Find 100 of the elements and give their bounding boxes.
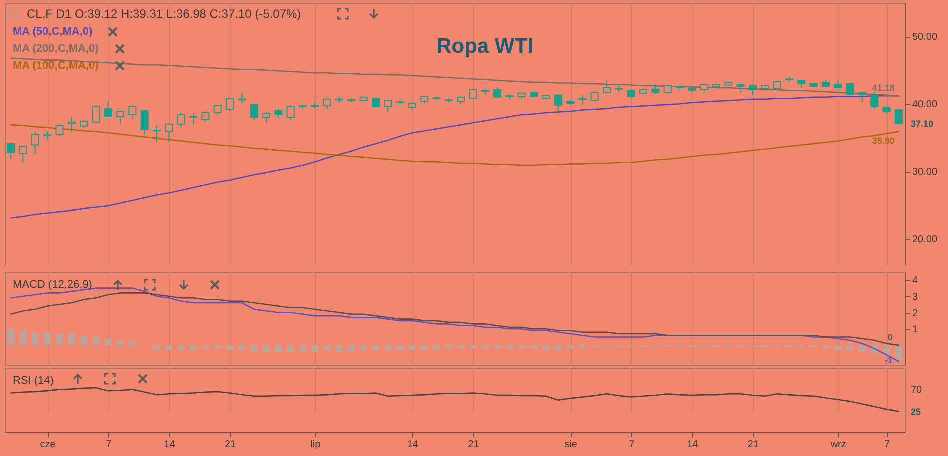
bar [32,332,39,346]
y-tick-label: 1 [912,324,918,336]
bar [372,345,380,350]
bar [287,345,294,352]
bar [421,345,428,350]
data-label: 35.90 [872,136,895,146]
bar [190,345,198,350]
candlestick [31,132,40,156]
bar [834,345,842,350]
bar [226,345,234,350]
candlestick [652,84,660,95]
chart-title: RSI (14) [13,375,54,387]
bar [518,345,526,349]
bar [336,345,343,352]
candlestick [56,124,64,136]
candlestick [140,110,149,135]
candlestick [748,84,757,96]
candlestick [153,125,162,142]
bar [202,345,210,349]
text: 70 [911,385,923,396]
candlestick [286,105,295,121]
text: MA (100,C,MA,0) [13,60,100,72]
candlestick [226,98,234,112]
candlestick [578,94,587,106]
bar [360,345,368,350]
x-tick-label: cze [40,440,56,450]
bar [470,345,477,349]
x-tick-label: 7 [629,440,636,450]
y-tick-label: 40.00 [912,100,938,111]
candlestick [128,105,137,120]
bar [238,345,246,350]
data-label: 41.18 [872,83,895,94]
candlestick [19,145,28,164]
bar [312,345,319,352]
candlestick [870,92,879,110]
candlestick [274,108,283,119]
annotation: CL.F D1 O:39.12 H:39.31 L:36.98 C:37.10 (-5.07%) [27,7,302,21]
candlestick [554,94,562,113]
bar [408,345,416,350]
candlestick [177,112,186,128]
bar [396,345,404,350]
candlestick [202,111,210,122]
candlestick [92,105,100,124]
candlestick [238,92,246,104]
candlestick [68,116,76,133]
candlestick [116,110,125,124]
bar [506,345,514,349]
bar [530,345,538,349]
text: Ropa WTI [436,35,534,58]
x-tick-label: 14 [407,440,419,450]
bar [567,345,574,349]
bar [214,345,222,349]
bar [895,345,902,360]
candlestick [104,100,112,118]
bar [178,345,185,350]
candlestick [590,90,599,102]
candlestick [262,112,270,123]
text: 37.10 [911,119,934,129]
candlestick [858,92,866,104]
bar [458,345,465,349]
data-label: -1 [884,356,893,366]
bar [92,337,100,346]
bar [822,345,830,349]
series-label: MA (200,C,MA,0) [13,43,100,55]
bar [482,345,489,349]
bar [445,345,452,349]
candlestick [165,123,174,142]
text: MA (50,C,MA,0) [13,26,93,38]
candlestick [384,100,392,114]
bar [154,345,161,350]
candlestick [250,104,258,121]
bar [324,345,331,350]
y-tick-label: 2 [912,308,918,320]
x-tick-label: 7 [106,440,112,450]
candlestick [7,142,16,160]
bar [80,336,88,346]
y-tick-label: 4 [912,276,918,287]
bar [433,345,440,350]
bar [299,345,306,352]
x-tick-label: 21 [468,440,480,450]
candlestick [846,82,854,96]
bar [542,345,550,350]
bar [846,345,854,350]
bar [166,345,173,350]
line-series [10,292,900,346]
y-tick-label: 30.00 [912,167,938,178]
bar [579,345,586,349]
bar [56,334,64,346]
candlestick [603,80,612,94]
bar [117,340,124,346]
bar [262,345,270,352]
candlestick [894,108,903,126]
x-tick-label: 14 [164,440,176,450]
x-tick-label: 21 [224,440,236,450]
x-tick-label: 21 [748,440,760,450]
y-tick-label: 3 [912,292,918,303]
bar [494,345,502,349]
line-series [10,124,900,166]
y-tick-label: 20.00 [912,234,938,246]
bar [44,332,52,346]
